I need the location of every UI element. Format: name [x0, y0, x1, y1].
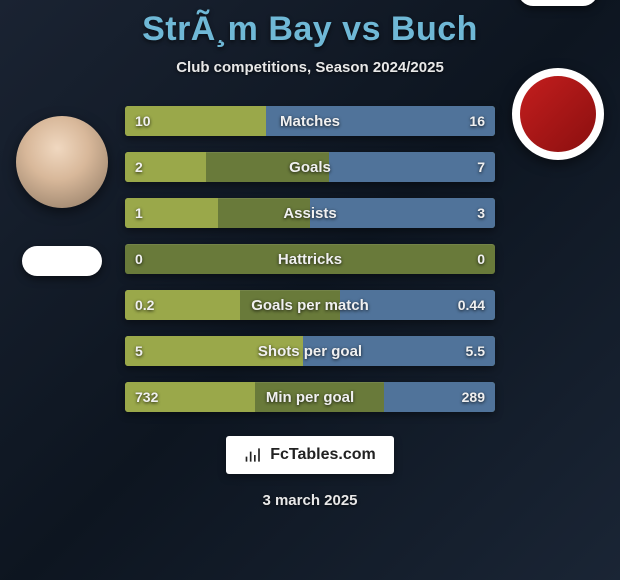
stat-left-value: 5	[135, 336, 143, 366]
club-badge-inner	[520, 76, 596, 152]
stat-right-segment	[266, 106, 495, 136]
stat-right-segment	[329, 152, 496, 182]
stat-right-value: 7	[477, 152, 485, 182]
chart-icon	[244, 445, 264, 465]
player-right-column	[503, 106, 613, 160]
stat-left-segment	[125, 336, 303, 366]
comparison-content: Matches1016Goals27Assists13Hattricks00Go…	[0, 106, 620, 412]
player-right-club-badge	[512, 68, 604, 160]
stat-row: Goals per match0.20.44	[125, 290, 495, 320]
page-subtitle: Club competitions, Season 2024/2025	[0, 59, 620, 76]
stat-row: Matches1016	[125, 106, 495, 136]
stat-left-value: 1	[135, 198, 143, 228]
stat-right-value: 3	[477, 198, 485, 228]
stat-left-value: 732	[135, 382, 158, 412]
stat-right-value: 5.5	[466, 336, 485, 366]
stat-left-value: 0	[135, 244, 143, 274]
player-left-avatar	[16, 116, 108, 208]
stat-left-value: 2	[135, 152, 143, 182]
brand-box[interactable]: FcTables.com	[226, 436, 394, 474]
stat-left-value: 0.2	[135, 290, 154, 320]
player-left-federation-pill	[22, 246, 102, 276]
page-title: StrÃ¸m Bay vs Buch	[0, 0, 620, 49]
stat-right-value: 16	[469, 106, 485, 136]
stat-bars: Matches1016Goals27Assists13Hattricks00Go…	[125, 106, 495, 412]
stat-right-value: 0	[477, 244, 485, 274]
stat-label: Hattricks	[125, 244, 495, 274]
stat-row: Assists13	[125, 198, 495, 228]
stat-right-value: 0.44	[458, 290, 485, 320]
brand-label: FcTables.com	[270, 446, 376, 464]
player-right-federation-pill	[518, 0, 598, 6]
player-left-column	[7, 106, 117, 276]
stat-row: Goals27	[125, 152, 495, 182]
stat-row: Hattricks0 0	[125, 244, 495, 274]
stat-right-segment	[310, 198, 495, 228]
date-stamp: 3 march 2025	[0, 492, 620, 509]
stat-right-value: 289	[462, 382, 485, 412]
footer: FcTables.com 3 march 2025	[0, 436, 620, 509]
stat-row: Shots per goal55.5	[125, 336, 495, 366]
stat-row: Min per goal732289	[125, 382, 495, 412]
stat-left-value: 10	[135, 106, 151, 136]
